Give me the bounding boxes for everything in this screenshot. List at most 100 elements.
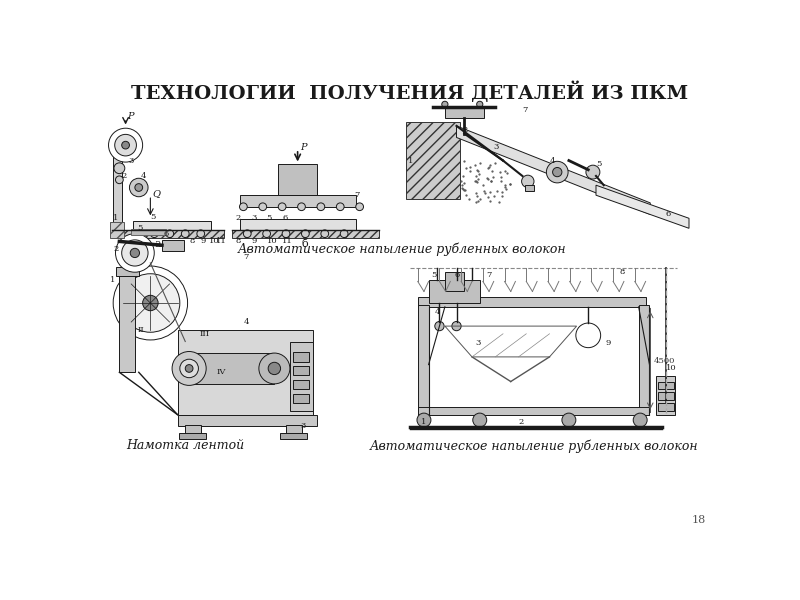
Text: 6: 6: [163, 230, 169, 238]
Text: Намотка лентой: Намотка лентой: [126, 439, 244, 452]
Bar: [445, 107, 484, 118]
Circle shape: [122, 240, 148, 266]
Bar: [406, 122, 460, 199]
Text: III: III: [199, 330, 210, 338]
Circle shape: [442, 101, 448, 107]
Text: 10: 10: [266, 238, 278, 245]
Bar: [278, 164, 317, 195]
Circle shape: [172, 352, 206, 385]
Bar: [293, 380, 310, 389]
Text: P: P: [127, 112, 134, 121]
Circle shape: [122, 141, 130, 149]
Circle shape: [150, 230, 158, 238]
Bar: [134, 221, 211, 230]
Bar: [112, 230, 224, 238]
Circle shape: [302, 230, 310, 238]
Circle shape: [546, 161, 568, 183]
Text: 10: 10: [666, 364, 676, 373]
Text: 3: 3: [251, 214, 257, 222]
Text: 7: 7: [486, 271, 491, 278]
Circle shape: [417, 413, 431, 427]
Bar: [525, 185, 534, 191]
Text: 3: 3: [476, 339, 482, 347]
Polygon shape: [596, 185, 689, 229]
Text: 18: 18: [692, 515, 706, 525]
Circle shape: [586, 165, 600, 179]
Text: 4: 4: [550, 157, 555, 164]
Bar: [179, 433, 206, 439]
Circle shape: [239, 203, 247, 211]
Text: ТЕХНОЛОГИИ  ПОЛУЧЕНИЯ ДЕТАЛЕЙ ИЗ ПКМ: ТЕХНОЛОГИИ ПОЛУЧЕНИЯ ДЕТАЛЕЙ ИЗ ПКМ: [131, 81, 689, 103]
Circle shape: [282, 230, 290, 238]
Text: 2: 2: [236, 214, 241, 222]
Bar: [189, 353, 274, 384]
Text: 5: 5: [138, 224, 142, 232]
Text: Автоматическое напыление рубленных волокон: Автоматическое напыление рубленных волок…: [238, 243, 566, 256]
Bar: [119, 272, 135, 372]
Text: 6: 6: [282, 214, 287, 222]
Text: 11: 11: [282, 238, 293, 245]
Text: 5: 5: [150, 213, 156, 221]
Text: 5: 5: [596, 160, 602, 169]
Bar: [115, 267, 138, 276]
Bar: [290, 341, 313, 411]
Circle shape: [317, 203, 325, 211]
Circle shape: [268, 362, 281, 374]
Circle shape: [197, 230, 205, 238]
Text: 1: 1: [409, 157, 414, 164]
Bar: [418, 407, 650, 415]
Bar: [239, 195, 356, 207]
Bar: [657, 376, 675, 415]
Bar: [280, 433, 307, 439]
Text: 4500: 4500: [654, 357, 674, 365]
Circle shape: [243, 230, 251, 238]
Bar: [293, 352, 310, 362]
Circle shape: [562, 413, 576, 427]
Circle shape: [115, 176, 123, 184]
Text: 4: 4: [141, 172, 146, 180]
Text: 5: 5: [266, 214, 272, 222]
Circle shape: [113, 266, 187, 340]
Bar: [293, 366, 310, 376]
Bar: [162, 240, 184, 251]
Text: 9: 9: [201, 238, 206, 245]
Bar: [113, 145, 122, 230]
Bar: [131, 229, 166, 235]
Bar: [293, 394, 310, 403]
Circle shape: [321, 230, 329, 238]
Circle shape: [135, 184, 142, 191]
Bar: [110, 222, 124, 238]
Circle shape: [114, 163, 125, 173]
Text: Автоматическое напыление рубленных волокон: Автоматическое напыление рубленных волок…: [370, 439, 698, 453]
Text: 8: 8: [236, 238, 241, 245]
Text: 2: 2: [462, 126, 468, 134]
Circle shape: [298, 203, 306, 211]
Circle shape: [109, 128, 142, 162]
Bar: [658, 382, 674, 389]
Bar: [239, 219, 356, 230]
Text: 3: 3: [300, 422, 306, 430]
Text: 6: 6: [666, 211, 671, 218]
Circle shape: [259, 203, 266, 211]
Bar: [658, 403, 674, 411]
Bar: [178, 415, 317, 426]
Text: 4: 4: [243, 318, 249, 326]
Circle shape: [121, 274, 180, 332]
Circle shape: [435, 322, 444, 331]
Circle shape: [278, 203, 286, 211]
Text: P: P: [300, 143, 306, 152]
Bar: [286, 425, 302, 434]
Circle shape: [262, 230, 270, 238]
Bar: [445, 272, 464, 292]
Circle shape: [180, 359, 198, 377]
Text: 1: 1: [110, 276, 115, 284]
Text: 8: 8: [189, 238, 194, 245]
Text: 7: 7: [354, 191, 359, 199]
Text: 9: 9: [251, 238, 257, 245]
Text: 11: 11: [216, 238, 227, 245]
Bar: [430, 280, 480, 303]
Text: 10: 10: [209, 238, 219, 245]
Circle shape: [336, 203, 344, 211]
Circle shape: [452, 322, 461, 331]
Circle shape: [634, 413, 647, 427]
